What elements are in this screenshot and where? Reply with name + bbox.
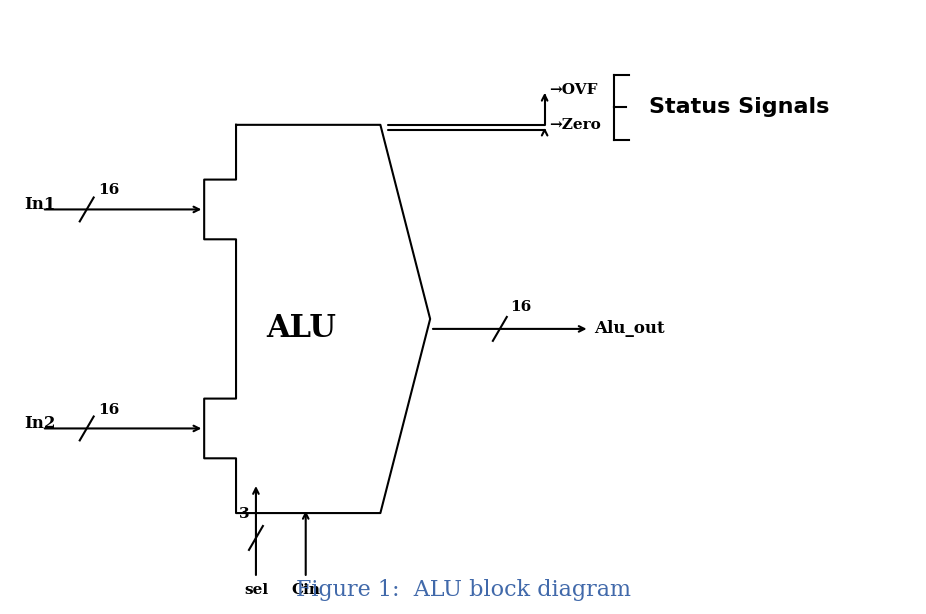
Text: 16: 16: [99, 403, 119, 416]
Text: sel: sel: [244, 583, 268, 597]
Text: 3: 3: [239, 507, 249, 521]
Text: Alu_out: Alu_out: [594, 321, 665, 338]
Text: Cin: Cin: [291, 583, 320, 597]
Text: →OVF: →OVF: [550, 83, 598, 97]
Text: ALU: ALU: [266, 313, 335, 344]
Text: →Zero: →Zero: [550, 118, 601, 132]
Text: Figure 1:  ALU block diagram: Figure 1: ALU block diagram: [295, 578, 631, 600]
Text: 16: 16: [99, 184, 119, 198]
Text: In2: In2: [24, 415, 56, 432]
Text: 16: 16: [510, 300, 531, 314]
Text: Status Signals: Status Signals: [649, 98, 830, 117]
Text: In1: In1: [24, 196, 56, 213]
